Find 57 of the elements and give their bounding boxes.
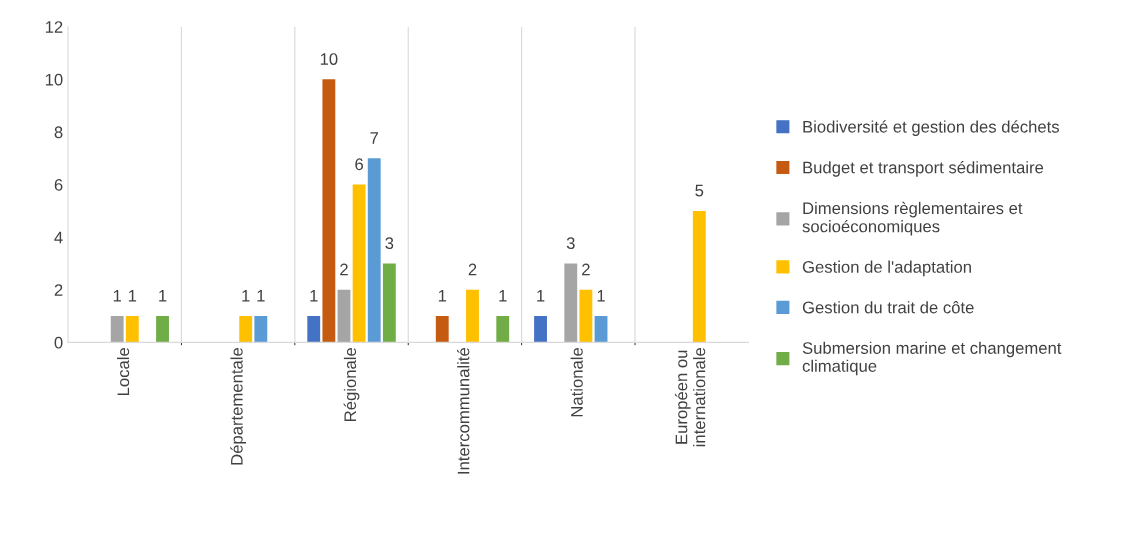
y-tick-label: 8	[54, 126, 63, 139]
data-label: 2	[340, 263, 348, 276]
bar	[254, 316, 268, 343]
x-tick-label: Départementale	[230, 347, 247, 465]
data-label: 2	[468, 263, 477, 276]
bar	[496, 316, 510, 343]
y-tick-label: 12	[45, 21, 63, 33]
x-tick-label: Nationale	[570, 348, 583, 417]
bar	[579, 289, 593, 343]
y-tick-label: 6	[54, 178, 63, 191]
bar	[322, 79, 336, 343]
bar	[307, 316, 321, 343]
bar	[367, 158, 381, 343]
x-tick-label: Régionale	[343, 348, 360, 421]
bar	[156, 316, 169, 343]
data-label: 3	[566, 237, 575, 250]
data-label: 3	[385, 237, 394, 250]
y-tick-label: 0	[54, 336, 63, 349]
bar	[352, 184, 366, 343]
x-tick-label: Intercommunalité	[456, 347, 470, 474]
legend-label: Gestion du trait de côte	[802, 301, 974, 314]
data-label: 7	[370, 132, 379, 144]
data-label: 1	[128, 290, 137, 302]
data-label: 2	[582, 263, 590, 276]
bar	[466, 289, 479, 343]
bar	[239, 316, 253, 343]
legend-label: Biodiversité et gestion des déchets	[803, 120, 1060, 136]
bar	[337, 289, 351, 343]
data-label: 1	[242, 290, 250, 302]
y-tick-label: 2	[54, 284, 63, 296]
bar	[110, 316, 124, 343]
x-tick-label: Locale	[116, 348, 130, 395]
bar	[534, 316, 547, 343]
bar	[125, 316, 139, 343]
data-label: 1	[597, 290, 605, 302]
legend-label: Submersion marine et changement climatique	[802, 341, 1062, 376]
bar	[435, 316, 449, 343]
data-label: 1	[438, 290, 447, 302]
data-label: 1	[537, 290, 545, 302]
data-label: 1	[310, 290, 318, 302]
data-label: 1	[499, 290, 507, 302]
data-label: 1	[159, 290, 167, 302]
bar	[692, 210, 706, 343]
y-tick-label: 10	[45, 73, 63, 86]
data-label: 5	[695, 184, 704, 197]
legend-label: Dimensions règlementaires et socioéconomiques	[802, 201, 1023, 236]
data-label: 1	[113, 290, 121, 302]
bar	[564, 263, 578, 343]
bar	[594, 316, 608, 343]
bar	[382, 263, 396, 343]
data-label: 6	[355, 158, 363, 171]
legend-label: Budget et transport sédimentaire	[803, 160, 1044, 177]
y-tick-label: 4	[54, 231, 63, 244]
legend-label: Gestion de l'adaptation	[802, 260, 971, 277]
data-label: 10	[320, 53, 338, 65]
data-label: 1	[257, 290, 265, 302]
x-tick-label: Européen ou internationale	[674, 347, 706, 447]
